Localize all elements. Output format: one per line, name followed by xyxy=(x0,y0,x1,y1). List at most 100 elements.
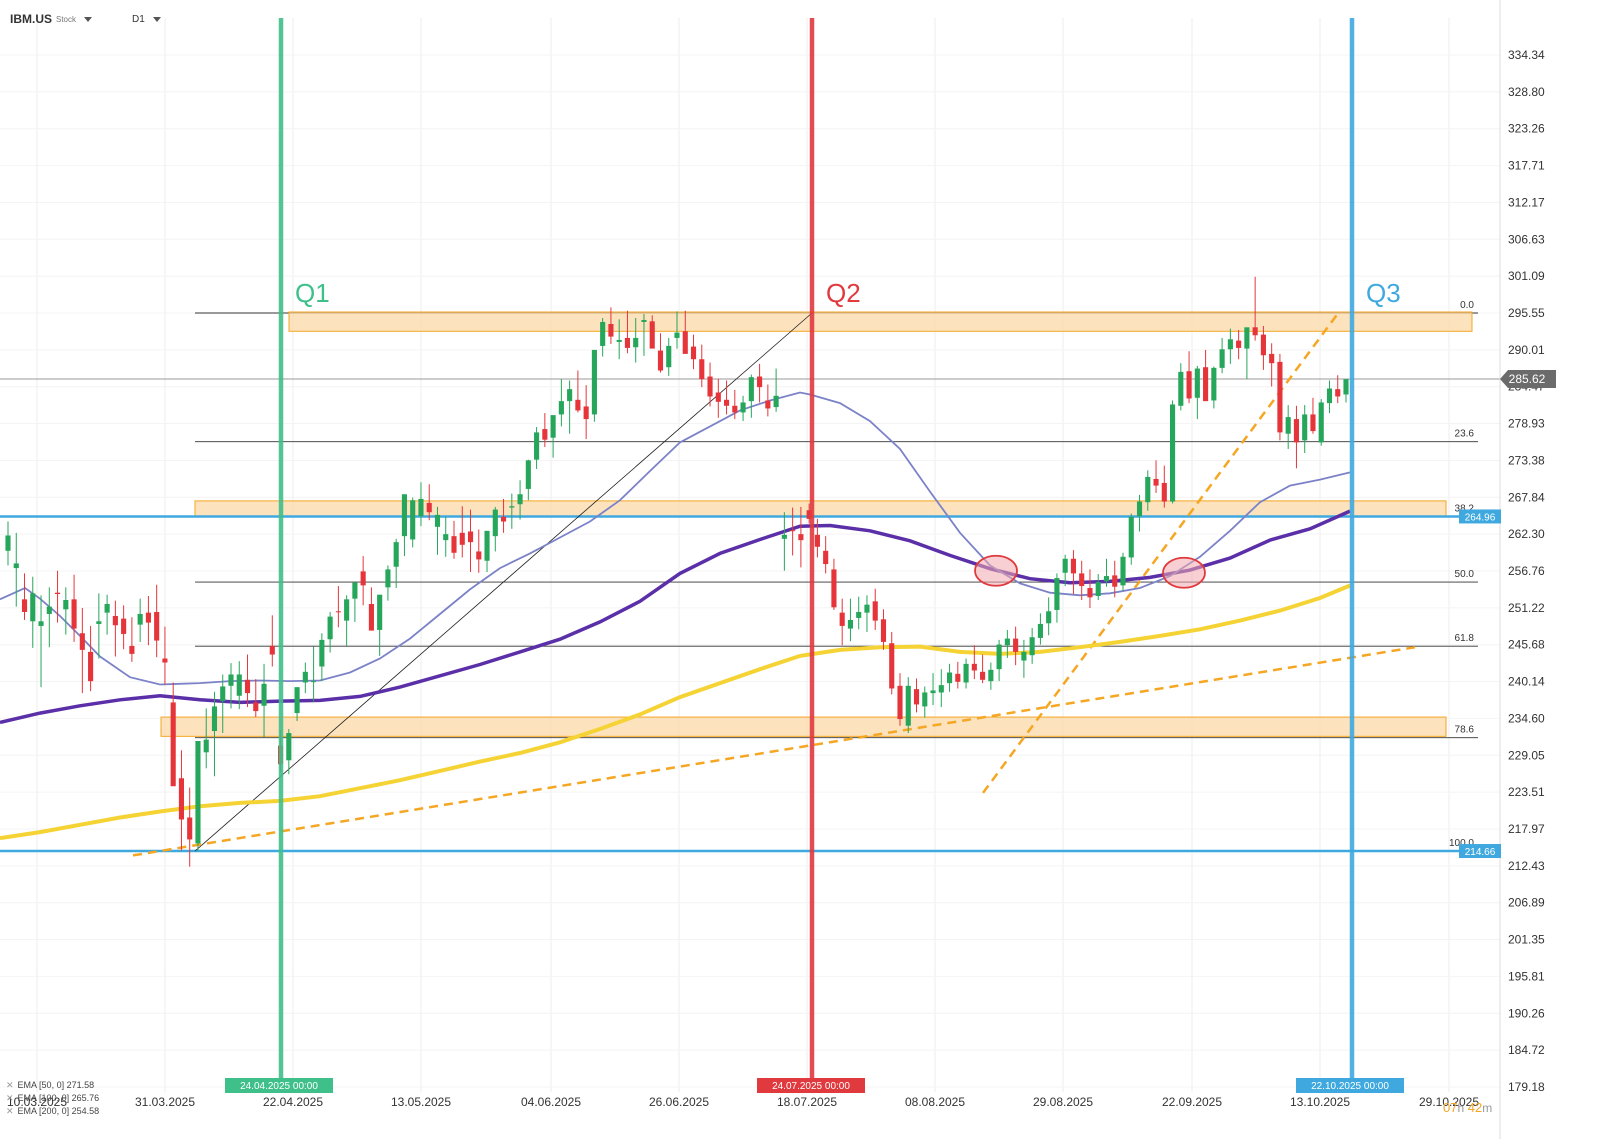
candle-body xyxy=(121,618,127,634)
candle-body xyxy=(633,337,639,348)
time-tick-label: 13.05.2025 xyxy=(391,1095,451,1109)
timeframe-select[interactable]: D1 xyxy=(132,13,145,25)
candle-body xyxy=(228,674,234,686)
countdown-hours-unit: h xyxy=(1457,1101,1465,1115)
candle-body xyxy=(1029,637,1035,656)
time-tick-label: 22.04.2025 xyxy=(263,1095,323,1109)
timeframe-dropdown-icon[interactable] xyxy=(152,16,161,22)
candle-body xyxy=(302,671,308,683)
legend-ema100[interactable]: ✕ EMA [100, 0] 265.76 xyxy=(6,1092,99,1105)
candle-body xyxy=(377,594,383,630)
price-tick-label: 223.51 xyxy=(1508,785,1545,799)
legend-ema50[interactable]: ✕ EMA [50, 0] 271.58 xyxy=(6,1079,99,1092)
countdown-minutes-unit: m xyxy=(1482,1101,1493,1115)
quarter-date-tag xyxy=(1296,1078,1404,1093)
candle-body xyxy=(1004,638,1010,646)
candle-body xyxy=(732,405,738,413)
candle-body xyxy=(418,498,424,517)
candle-body xyxy=(484,530,490,561)
candle-body xyxy=(187,817,193,840)
remove-icon[interactable]: ✕ xyxy=(6,1106,14,1116)
candle-body xyxy=(583,406,589,420)
fib-level-label: 0.0 xyxy=(1460,300,1474,311)
candle-body xyxy=(781,534,787,539)
price-tick-label: 273.38 xyxy=(1508,453,1545,467)
time-axis[interactable]: 10.03.2025 31.03.2025 22.04.2025 13.05.2025… xyxy=(7,1095,1479,1109)
candle-body xyxy=(492,509,498,537)
remove-icon[interactable]: ✕ xyxy=(6,1080,14,1090)
candle-body xyxy=(823,550,829,565)
candle-body xyxy=(575,399,581,411)
candle-body xyxy=(1070,558,1077,574)
candle-body xyxy=(253,702,259,712)
price-tag-label: 214.66 xyxy=(1465,847,1496,858)
candle-body xyxy=(550,415,556,438)
quarter-date-label: 24.04.2025 00:00 xyxy=(240,1081,318,1092)
price-tag xyxy=(1459,844,1501,859)
candle-body xyxy=(368,603,374,631)
price-tick-label: 301.09 xyxy=(1508,269,1545,283)
legend-ema200[interactable]: ✕ EMA [200, 0] 254.58 xyxy=(6,1105,99,1118)
remove-icon[interactable]: ✕ xyxy=(6,1093,14,1103)
candle-body xyxy=(1318,402,1324,443)
candle-body xyxy=(600,321,606,346)
quarter-lines: Q1 24.04.2025 00:00 Q2 24.07.2025 00:00 Q3 22… xyxy=(225,18,1404,1093)
candle-body xyxy=(872,601,878,621)
time-tick-label: 26.06.2025 xyxy=(649,1095,709,1109)
symbol-name[interactable]: IBM.US xyxy=(10,12,52,26)
candle-body xyxy=(798,534,804,541)
quarter-label: Q3 xyxy=(1366,278,1401,308)
candle-body xyxy=(327,616,333,640)
candle-body xyxy=(542,429,548,440)
candle-body xyxy=(1219,349,1225,368)
candle-body xyxy=(88,651,94,682)
candle-body xyxy=(946,672,953,684)
candle-body xyxy=(1120,556,1126,586)
candle-body xyxy=(1194,368,1200,398)
candle-body xyxy=(79,633,85,650)
candle-body xyxy=(1343,379,1349,395)
candle-body xyxy=(261,683,267,706)
candle-body xyxy=(757,376,763,388)
legend-ema50-label: EMA [50, 0] 271.58 xyxy=(17,1080,95,1090)
candle-body xyxy=(773,395,779,408)
candle-body xyxy=(567,389,573,402)
candle-body xyxy=(467,531,474,543)
price-tick-label: 251.22 xyxy=(1508,601,1545,615)
candle-body xyxy=(666,345,672,368)
symbol-dropdown-icon[interactable] xyxy=(84,16,93,22)
fib-level-label: 61.8 xyxy=(1455,633,1475,644)
candle-body xyxy=(129,645,135,654)
price-tag xyxy=(1459,509,1501,524)
price-tick-label: 312.17 xyxy=(1508,195,1545,209)
price-axis[interactable]: 334.34 328.80 323.26 317.71 312.17 306.63 301.… xyxy=(1459,0,1556,1139)
fib-level-label: 50.0 xyxy=(1455,569,1475,580)
candle-body xyxy=(1186,371,1192,399)
candle-body xyxy=(311,681,317,683)
candle-body xyxy=(443,534,449,541)
candle-body xyxy=(707,376,713,397)
candle-body xyxy=(657,350,664,371)
fib-level-label: 38.2 xyxy=(1455,503,1475,514)
candle-body xyxy=(831,569,837,608)
candle-body xyxy=(715,392,721,402)
price-tick-label: 328.80 xyxy=(1508,85,1545,99)
price-zone xyxy=(160,716,1447,737)
candle-body xyxy=(1293,419,1300,443)
candle-body xyxy=(21,599,28,612)
time-tick-label: 04.06.2025 xyxy=(521,1095,581,1109)
candlesticks xyxy=(5,276,1349,867)
price-tick-label: 267.84 xyxy=(1508,490,1545,504)
time-tick-label: 10.03.2025 xyxy=(7,1095,67,1109)
candle-body xyxy=(476,551,482,560)
candle-body xyxy=(1145,476,1151,503)
price-tick-label: 229.05 xyxy=(1508,748,1545,762)
candle-body xyxy=(616,339,622,342)
price-tick-label: 201.35 xyxy=(1508,933,1545,947)
price-tag-label: 264.96 xyxy=(1465,512,1496,523)
price-tick-label: 179.18 xyxy=(1508,1080,1545,1094)
candle-body xyxy=(38,621,44,626)
candle-body xyxy=(236,674,242,696)
price-zone xyxy=(288,311,1473,332)
